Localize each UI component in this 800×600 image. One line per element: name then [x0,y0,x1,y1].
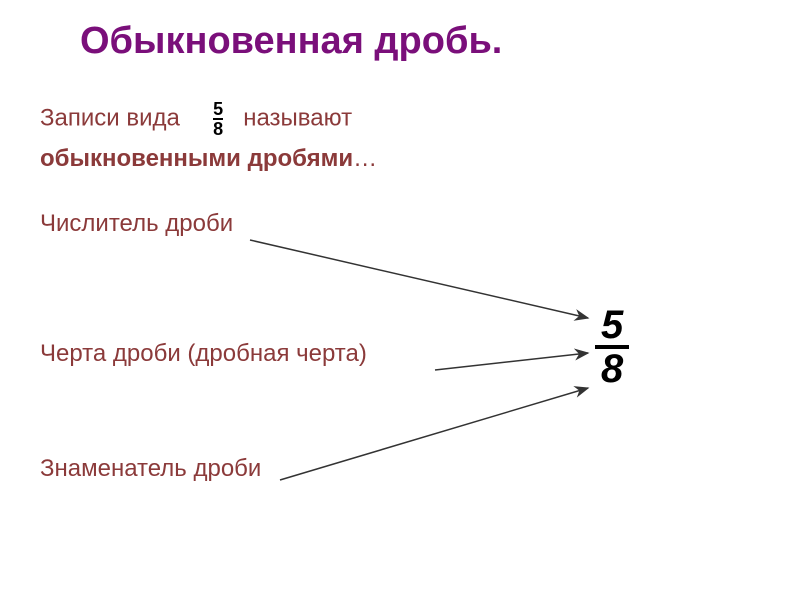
big-frac-den: 8 [595,345,629,389]
bar-label: Черта дроби (дробная черта) [40,340,367,369]
inline-fraction: 5 8 [213,100,223,138]
numerator-label: Числитель дроби [40,210,233,239]
arrows-layer [0,0,800,600]
inline-frac-den: 8 [213,118,223,138]
intro-bold-line: обыкновенными дробями… [40,145,377,174]
intro-line: Записи вида 5 8 называют [40,100,352,138]
title: Обыкновенная дробь. [80,20,502,63]
big-frac-num: 5 [595,305,629,345]
intro-part1: Записи вида [40,104,180,131]
inline-frac-num: 5 [213,100,223,118]
big-fraction: 5 8 [595,305,629,389]
intro-part2: называют [243,104,352,131]
denominator-label: Знаменатель дроби [40,455,261,484]
intro-bold: обыкновенными дробями [40,145,353,172]
ellipsis: … [353,145,377,172]
